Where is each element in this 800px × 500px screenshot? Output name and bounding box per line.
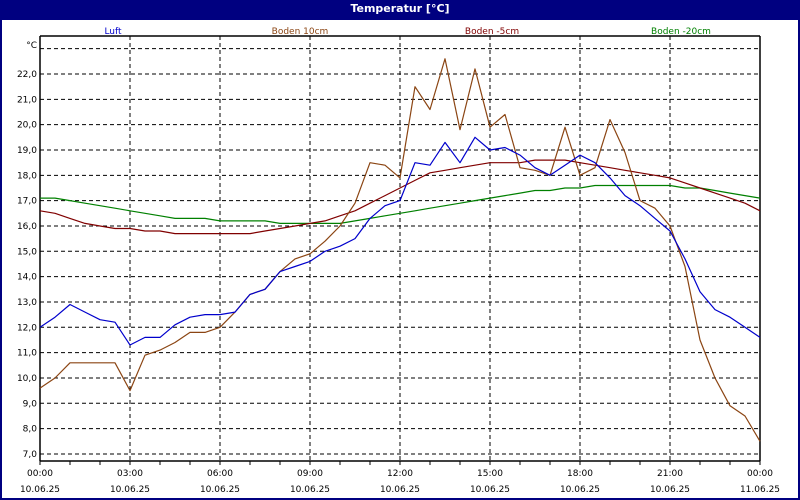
series-line-boden-10cm: [39, 58, 761, 442]
legend-luft: Luft: [104, 27, 122, 37]
series-line-luft: [39, 136, 761, 346]
y-tick-label: 17,0: [17, 197, 37, 207]
x-tick-date: 10.06.25: [470, 485, 510, 495]
x-tick-time: 00:00: [27, 469, 53, 479]
x-tick-time: 15:00: [477, 469, 503, 479]
y-tick-label: 18,0: [17, 171, 37, 181]
y-tick-label: 7,0: [23, 450, 38, 460]
x-tick-time: 00:00: [747, 469, 773, 479]
y-tick-label: 21,0: [17, 95, 37, 105]
x-tick-time: 06:00: [207, 469, 233, 479]
y-tick-label: 15,0: [17, 247, 37, 257]
x-tick-date: 10.06.25: [200, 485, 240, 495]
x-tick-time: 03:00: [117, 469, 143, 479]
y-tick-label: 9,0: [23, 399, 38, 409]
y-tick-label: 8,0: [23, 425, 38, 435]
y-tick-label: 19,0: [17, 146, 37, 156]
y-tick-label: 13,0: [17, 298, 37, 308]
y-tick-label: 12,0: [17, 323, 37, 333]
y-tick-label: 20,0: [17, 121, 37, 131]
x-tick-time: 21:00: [657, 469, 683, 479]
legend-boden-10cm: Boden 10cm: [272, 27, 329, 37]
x-tick-date: 11.06.25: [740, 485, 780, 495]
x-tick-date: 10.06.25: [560, 485, 600, 495]
x-tick-time: 09:00: [297, 469, 323, 479]
x-tick-time: 18:00: [567, 469, 593, 479]
y-tick-label: 14,0: [17, 273, 37, 283]
y-tick-label: 16,0: [17, 222, 37, 232]
y-tick-label: 11,0: [17, 349, 37, 359]
y-tick-label: 10,0: [17, 374, 37, 384]
y-axis-unit: °C: [26, 41, 37, 51]
x-tick-date: 10.06.25: [290, 485, 330, 495]
x-tick-date: 10.06.25: [20, 485, 60, 495]
series-line-boden-5cm: [39, 159, 761, 235]
x-tick-date: 10.06.25: [380, 485, 420, 495]
series-line-boden-20cm: [40, 184, 761, 224]
x-tick-date: 10.06.25: [650, 485, 690, 495]
legend-boden-20cm: Boden -20cm: [651, 27, 711, 37]
chart-title: Temperatur [°C]: [350, 2, 450, 15]
x-tick-date: 10.06.25: [110, 485, 150, 495]
legend-boden-5cm: Boden -5cm: [465, 27, 519, 37]
x-tick-time: 12:00: [387, 469, 413, 479]
y-tick-label: 22,0: [17, 70, 37, 80]
